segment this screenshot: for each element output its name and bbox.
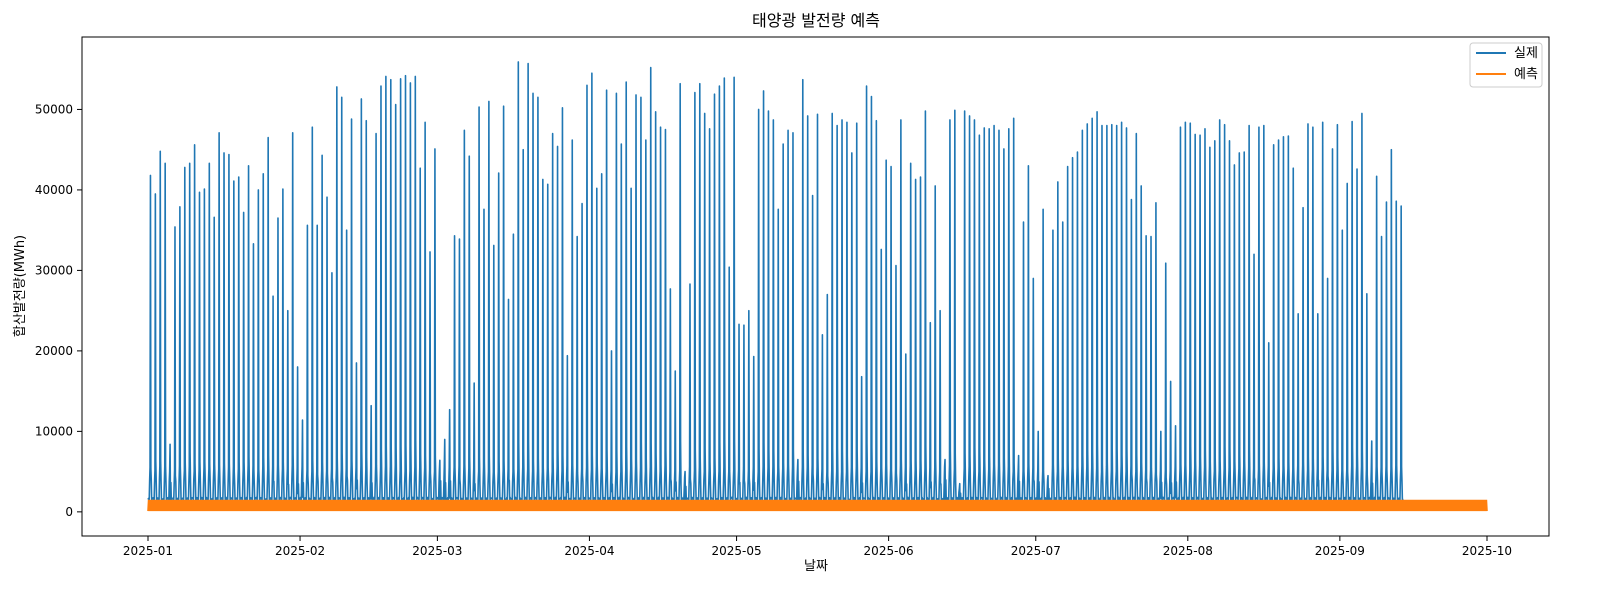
x-tick-label: 2025-09 [1315,544,1365,558]
x-tick-label: 2025-05 [712,544,762,558]
y-tick-label: 50000 [35,102,73,116]
y-axis-title: 합산발전량(MWh) [13,235,28,337]
x-tick-label: 2025-06 [864,544,914,558]
x-tick-label: 2025-08 [1163,544,1213,558]
x-axis-title: 날짜 [804,559,828,574]
y-tick-label: 20000 [35,344,73,358]
x-tick-label: 2025-01 [123,544,173,558]
y-tick-label: 10000 [35,424,73,438]
legend: 실제 예측 [1469,42,1543,88]
chart-title: 태양광 발전량 예측 [752,11,880,30]
legend-label-forecast: 예측 [1514,67,1538,82]
y-axis: 0 10000 20000 30000 40000 50000 [35,102,82,519]
x-tick-label: 2025-02 [275,544,325,558]
plot-area-frame [81,36,1550,537]
x-axis: 2025-01 2025-02 2025-03 2025-04 2025-05 2025-… [123,536,1512,558]
y-tick-label: 40000 [35,183,73,197]
x-tick-label: 2025-04 [564,544,614,558]
legend-label-actual: 실제 [1514,46,1538,61]
y-tick-label: 30000 [35,263,73,277]
x-tick-label: 2025-10 [1462,544,1512,558]
series-line-actual [147,61,1404,509]
series-line-forecast [147,499,1488,512]
x-tick-label: 2025-03 [412,544,462,558]
y-tick-label: 0 [65,505,73,519]
x-tick-label: 2025-07 [1011,544,1061,558]
